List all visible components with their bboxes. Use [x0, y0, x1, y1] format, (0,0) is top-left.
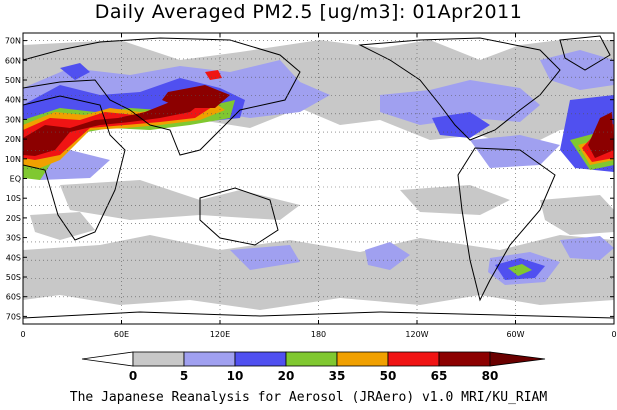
- coastline-australia: [199, 187, 279, 246]
- latitude-label: 20N: [5, 135, 21, 144]
- colorbar-segment-20-35: [285, 351, 338, 367]
- colorbar-label: 50: [380, 369, 397, 383]
- patch-band-5-10: [23, 235, 614, 310]
- latitude-axis: [23, 40, 614, 317]
- longitude-label: 0: [611, 330, 616, 339]
- latitude-label: 60S: [6, 293, 21, 302]
- colorbar-label: 20: [278, 369, 295, 383]
- latitude-label: 40S: [6, 253, 21, 262]
- longitude-label: 120W: [405, 330, 428, 339]
- colorbar-segment-65-80: [438, 351, 491, 367]
- patch-band-10-20: [230, 245, 300, 270]
- patch-band-35-50: [508, 264, 532, 276]
- patch-band-10-20: [470, 135, 560, 168]
- latitude-label: 70S: [6, 312, 21, 321]
- graticule: [23, 33, 614, 324]
- longitude-label: 120E: [210, 330, 230, 339]
- patch-band-80-plus: [588, 112, 614, 158]
- latitude-label: 30S: [6, 234, 21, 243]
- longitude-label: 60E: [114, 330, 129, 339]
- colorbar-segment-10-20: [234, 351, 287, 367]
- latitude-label: 70N: [5, 37, 21, 46]
- colorbar-label: 5: [180, 369, 188, 383]
- latitude-label: 60N: [5, 56, 21, 65]
- coastline-africa: [23, 95, 126, 241]
- patch-band-20-35: [432, 112, 490, 138]
- latitude-labels: 70N 60N 50N 40N 30N 20N 10N EQ 10S 20S 30S 40S 50S 60…: [5, 37, 21, 322]
- colorbar-label: 35: [329, 369, 346, 383]
- longitude-axis: [22, 33, 615, 324]
- patch-band-80-plus: [162, 85, 230, 108]
- longitude-labels: 0 60E 120E 180 120W 60W 0: [20, 330, 616, 339]
- longitude-label: 0: [20, 330, 25, 339]
- latitude-label: 20S: [6, 214, 21, 223]
- colorbar-segment-5-10: [183, 351, 236, 367]
- latitude-label: 40N: [5, 96, 21, 105]
- patch-band-20-35: [60, 63, 90, 80]
- coastline-south-america: [457, 147, 556, 302]
- latitude-label: EQ: [10, 175, 21, 184]
- patch-band-80-plus: [23, 92, 205, 156]
- patch-band-10-20: [365, 242, 410, 270]
- longitude-label: 60W: [506, 330, 524, 339]
- latitude-label: 10N: [5, 155, 21, 164]
- colorbar-segment-35-50: [336, 351, 389, 367]
- latitude-label: 50N: [5, 76, 21, 85]
- coastlines: [23, 35, 614, 319]
- coastline-north-america: [358, 37, 561, 141]
- colorbar-right-arrow: [489, 351, 546, 367]
- colorbar-left-arrow: [81, 351, 134, 367]
- latitude-label: 30N: [5, 115, 21, 124]
- patch-band-10-20: [540, 50, 614, 90]
- coastline-antarctica: [23, 311, 614, 319]
- patch-band-65-80: [205, 70, 222, 80]
- map-title: Daily Averaged PM2.5 [ug/m3]: 01Apr2011: [94, 1, 523, 23]
- colorbar-segment-0-5: [132, 351, 185, 367]
- colorbar-label: 10: [227, 369, 244, 383]
- patch-band-10-20: [560, 236, 614, 260]
- latitude-label: 10S: [6, 194, 21, 203]
- colorbar-label: 80: [482, 369, 499, 383]
- concentration-field: [23, 33, 614, 324]
- patch-band-5-10: [30, 212, 95, 240]
- longitude-label: 180: [311, 330, 326, 339]
- colorbar-label: 0: [129, 369, 137, 383]
- colorbar-segment-50-65: [387, 351, 440, 367]
- coastline-greenland: [559, 35, 611, 71]
- latitude-label: 50S: [6, 273, 21, 282]
- colorbar-label: 65: [431, 369, 448, 383]
- credit-line: The Japanese Reanalysis for Aerosol (JRA…: [69, 390, 548, 405]
- patch-band-5-10: [400, 185, 510, 215]
- colorbar: 0 5 10 20 35 50 65 80: [81, 351, 546, 383]
